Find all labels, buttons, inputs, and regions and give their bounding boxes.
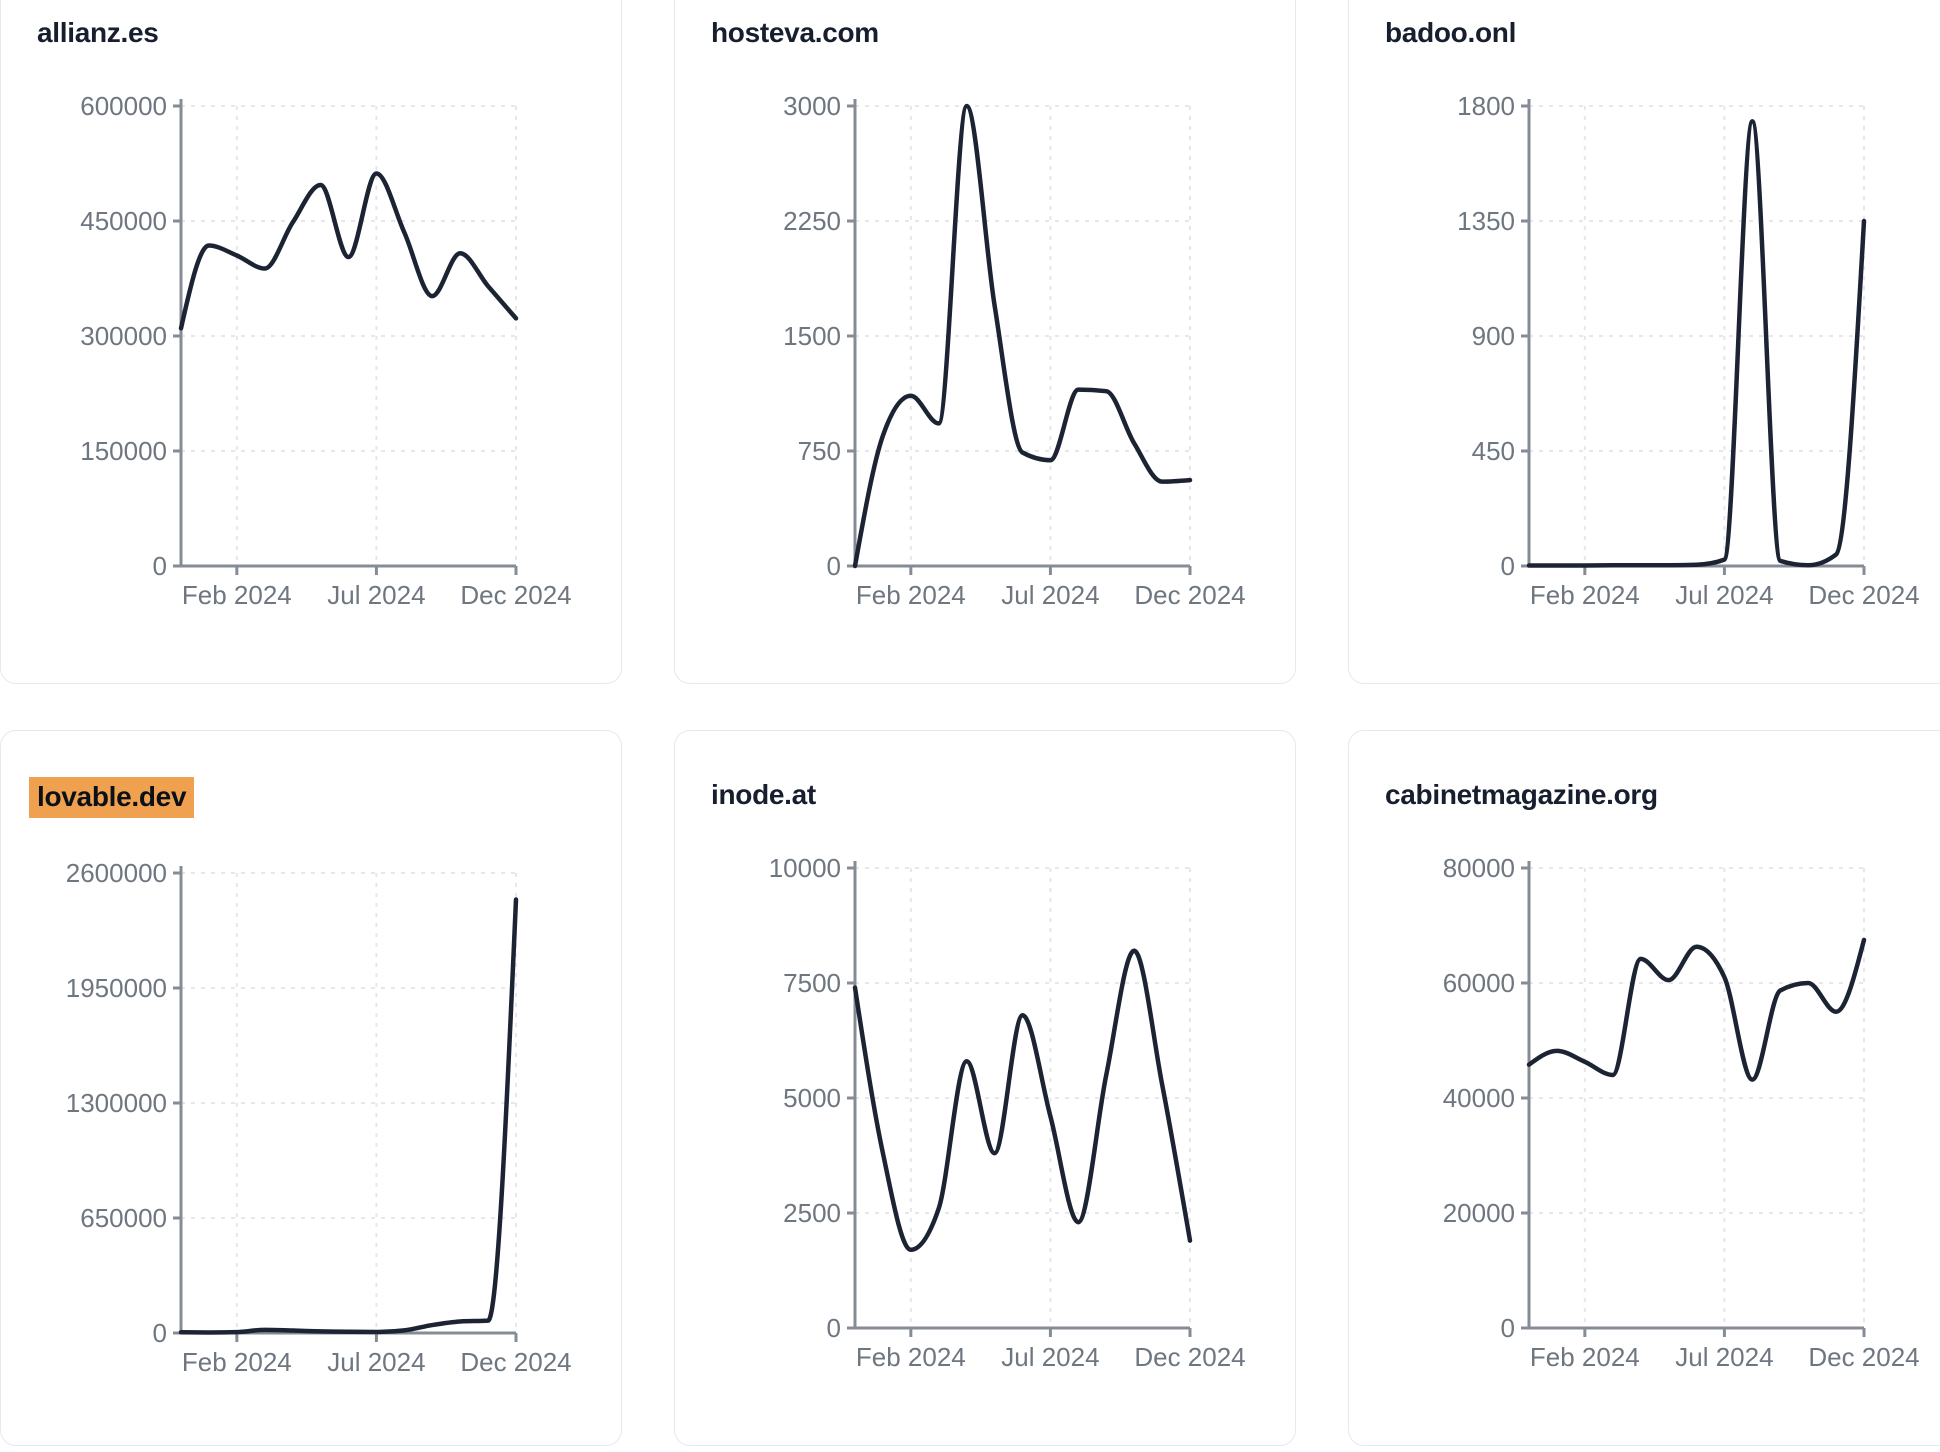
y-tick-label: 150000 bbox=[80, 436, 167, 466]
x-tick-label: Jul 2024 bbox=[1001, 580, 1099, 610]
domain-label: hosteva.com bbox=[711, 17, 879, 48]
chart-title: lovable.dev bbox=[29, 777, 621, 818]
y-tick-label: 1950000 bbox=[66, 973, 167, 1003]
x-tick-label: Feb 2024 bbox=[1530, 580, 1640, 610]
y-tick-label: 1500 bbox=[783, 321, 841, 351]
series-line bbox=[1526, 119, 1867, 568]
x-tick-label: Feb 2024 bbox=[1530, 1342, 1640, 1372]
x-tick-label: Jul 2024 bbox=[1675, 580, 1773, 610]
y-tick-label: 1800 bbox=[1457, 91, 1515, 121]
x-tick-label: Jul 2024 bbox=[1675, 1342, 1773, 1372]
chart-canvas: 0 750 1500 2250 3000 Feb 2024 Jul 2024 Dec 2024 bbox=[783, 91, 1246, 610]
line-chart: 0 20000 40000 60000 80000 Feb 2024 Jul 2024 Dec… bbox=[1349, 821, 1940, 1401]
domain-label: badoo.onl bbox=[1385, 17, 1517, 48]
series-line bbox=[178, 897, 519, 1335]
y-tick-label: 10000 bbox=[769, 853, 841, 883]
y-tick-label: 20000 bbox=[1443, 1198, 1515, 1228]
chart-card-lovable-dev[interactable]: lovable.dev 0 650000 1300000 1950000 2600000… bbox=[0, 730, 622, 1446]
y-tick-label: 0 bbox=[827, 551, 841, 581]
chart-title: hosteva.com bbox=[711, 15, 1295, 51]
y-tick-label: 1350 bbox=[1457, 206, 1515, 236]
line-chart: 0 2500 5000 7500 10000 Feb 2024 Jul 2024 Dec 20… bbox=[675, 821, 1295, 1401]
x-tick-label: Dec 2024 bbox=[460, 580, 571, 610]
chart-card-inode-at[interactable]: inode.at 0 2500 5000 7500 10000 Feb 2024 Jul 2… bbox=[674, 730, 1296, 1446]
y-tick-label: 40000 bbox=[1443, 1083, 1515, 1113]
chart-canvas: 0 2500 5000 7500 10000 Feb 2024 Jul 2024 Dec 20… bbox=[769, 853, 1246, 1372]
x-tick-label: Feb 2024 bbox=[182, 580, 292, 610]
x-tick-label: Jul 2024 bbox=[327, 580, 425, 610]
y-tick-label: 5000 bbox=[783, 1083, 841, 1113]
chart-card-allianz-es[interactable]: allianz.es 0 150000 300000 450000 600000 Feb … bbox=[0, 0, 622, 684]
y-tick-label: 3000 bbox=[783, 91, 841, 121]
x-tick-label: Dec 2024 bbox=[1134, 1342, 1245, 1372]
line-chart: 0 150000 300000 450000 600000 Feb 2024 Jul 202… bbox=[1, 59, 621, 639]
y-tick-label: 80000 bbox=[1443, 853, 1515, 883]
y-tick-label: 650000 bbox=[80, 1203, 167, 1233]
y-tick-label: 300000 bbox=[80, 321, 167, 351]
y-tick-label: 450 bbox=[1472, 436, 1515, 466]
y-tick-label: 900 bbox=[1472, 321, 1515, 351]
chart-canvas: 0 20000 40000 60000 80000 Feb 2024 Jul 2024 Dec… bbox=[1443, 853, 1920, 1372]
chart-canvas: 0 150000 300000 450000 600000 Feb 2024 Jul 202… bbox=[80, 91, 571, 610]
chart-canvas: 0 450 900 1350 1800 Feb 2024 Jul 2024 Dec 2024 bbox=[1457, 91, 1920, 610]
domain-label: allianz.es bbox=[37, 17, 159, 48]
x-tick-label: Dec 2024 bbox=[460, 1347, 571, 1377]
y-tick-label: 2600000 bbox=[66, 858, 167, 888]
domain-label: inode.at bbox=[711, 779, 816, 810]
x-tick-label: Jul 2024 bbox=[1001, 1342, 1099, 1372]
series-line bbox=[852, 948, 1193, 1253]
line-chart: 0 750 1500 2250 3000 Feb 2024 Jul 2024 Dec 2024 bbox=[675, 59, 1295, 639]
y-tick-label: 600000 bbox=[80, 91, 167, 121]
x-tick-label: Feb 2024 bbox=[856, 580, 966, 610]
chart-card-cabinetmagazine-org[interactable]: cabinetmagazine.org 0 20000 40000 60000 8000… bbox=[1348, 730, 1940, 1446]
y-tick-label: 750 bbox=[798, 436, 841, 466]
y-tick-label: 2250 bbox=[783, 206, 841, 236]
y-tick-label: 0 bbox=[1501, 1313, 1515, 1343]
y-tick-label: 0 bbox=[1501, 551, 1515, 581]
y-tick-label: 450000 bbox=[80, 206, 167, 236]
chart-card-hosteva-com[interactable]: hosteva.com 0 750 1500 2250 3000 Feb 2024 Jul … bbox=[674, 0, 1296, 684]
y-tick-label: 0 bbox=[827, 1313, 841, 1343]
y-tick-label: 0 bbox=[153, 1318, 167, 1348]
line-chart: 0 450 900 1350 1800 Feb 2024 Jul 2024 Dec 2024 bbox=[1349, 59, 1940, 639]
series-line bbox=[852, 103, 1193, 569]
chart-card-badoo-onl[interactable]: badoo.onl 0 450 900 1350 1800 Feb 2024 Jul 202… bbox=[1348, 0, 1940, 684]
series-line bbox=[178, 171, 519, 331]
domain-label-highlighted: lovable.dev bbox=[29, 777, 195, 818]
chart-title: cabinetmagazine.org bbox=[1385, 777, 1940, 813]
x-tick-label: Jul 2024 bbox=[327, 1347, 425, 1377]
x-tick-label: Dec 2024 bbox=[1808, 1342, 1919, 1372]
chart-title: badoo.onl bbox=[1385, 15, 1940, 51]
x-tick-label: Feb 2024 bbox=[856, 1342, 966, 1372]
chart-canvas: 0 650000 1300000 1950000 2600000 Feb 2024 Jul … bbox=[66, 858, 572, 1377]
y-tick-label: 1300000 bbox=[66, 1088, 167, 1118]
x-tick-label: Dec 2024 bbox=[1808, 580, 1919, 610]
series-line bbox=[1526, 937, 1867, 1082]
domain-label: cabinetmagazine.org bbox=[1385, 779, 1658, 810]
x-tick-label: Feb 2024 bbox=[182, 1347, 292, 1377]
chart-title: allianz.es bbox=[37, 15, 621, 51]
y-tick-label: 60000 bbox=[1443, 968, 1515, 998]
y-tick-label: 7500 bbox=[783, 968, 841, 998]
y-tick-label: 2500 bbox=[783, 1198, 841, 1228]
y-tick-label: 0 bbox=[153, 551, 167, 581]
chart-title: inode.at bbox=[711, 777, 1295, 813]
x-tick-label: Dec 2024 bbox=[1134, 580, 1245, 610]
line-chart: 0 650000 1300000 1950000 2600000 Feb 2024 Jul … bbox=[1, 826, 621, 1406]
